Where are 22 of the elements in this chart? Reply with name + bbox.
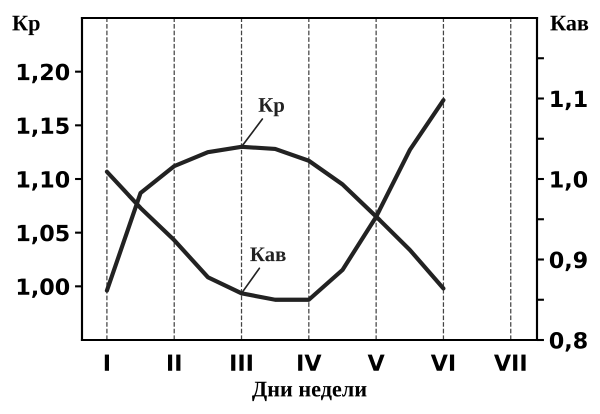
x-tick-label: VI: [430, 354, 454, 371]
x-tick-label: V: [368, 354, 385, 371]
y2-tick-label: 1,1: [551, 90, 587, 110]
y2-tick-label: 0,9: [550, 251, 587, 272]
x-tick-label: II: [168, 354, 180, 371]
x-tick-label: III: [231, 354, 252, 371]
series-label: Кр: [258, 98, 284, 116]
line-series: [104, 98, 446, 302]
y-tick-label: 1,15: [18, 118, 69, 137]
y-axis-title: Кр: [12, 16, 40, 36]
y2-axis-title: Кав: [550, 16, 588, 31]
x-tick-label: VII: [494, 354, 526, 371]
y-tick-label: 1,10: [18, 170, 70, 191]
x-tick-label: I: [104, 354, 109, 371]
y-tick-label: 1,00: [18, 278, 70, 298]
x-tick-label: IV: [298, 354, 322, 371]
series-label: Кав: [250, 247, 286, 262]
x-axis-title: Дни недели: [252, 382, 367, 402]
y2-tick-label: 0,8: [550, 332, 587, 352]
y-tick-label: 1,20: [18, 64, 70, 84]
y2-tick-label: 1,0: [551, 170, 588, 191]
y-tick-label: 1,05: [18, 224, 69, 244]
